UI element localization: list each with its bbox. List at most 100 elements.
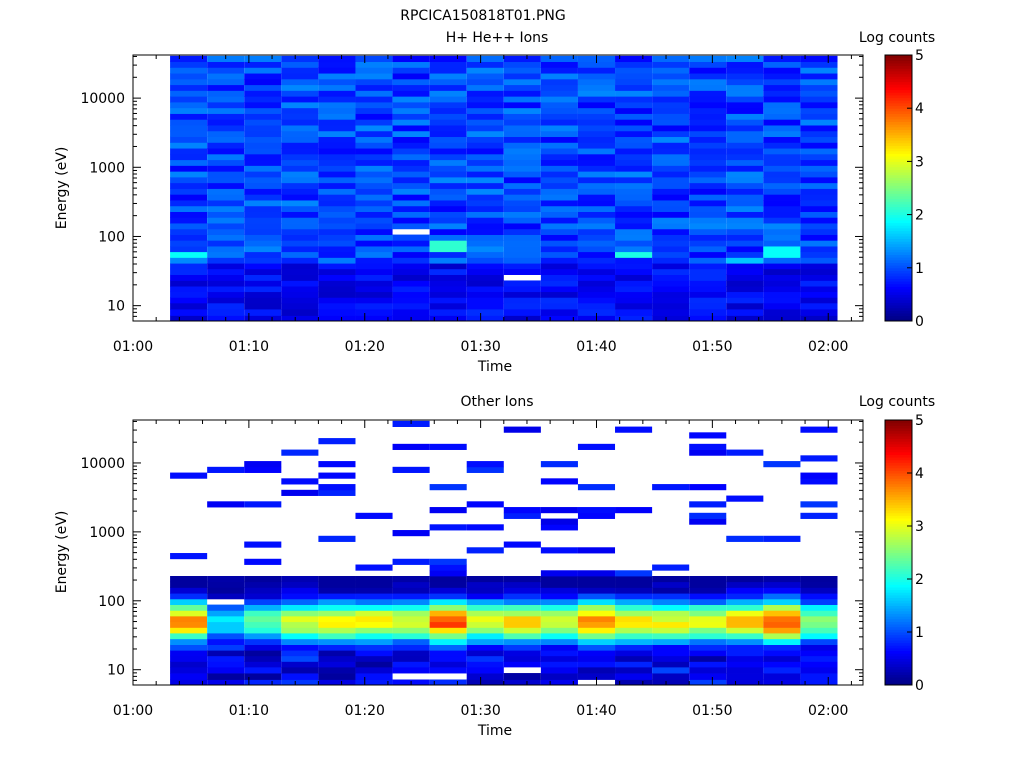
colorbar-segment [885,473,912,477]
heatmap-cell [281,96,319,103]
heatmap-cell [207,125,245,132]
heatmap-cell [652,593,690,600]
heatmap-cell [800,598,838,605]
heatmap-cell [281,621,319,628]
heatmap-cell [763,130,801,138]
colorbar-segment [885,86,912,91]
heatmap-cell [429,291,467,298]
heatmap-cell [429,246,467,253]
heatmap-cell [170,604,208,611]
heatmap-cell [429,297,467,304]
colorbar-segment [885,238,912,242]
heatmap-cell [652,598,690,605]
colorbar-segment [885,555,912,559]
heatmap-cell [281,130,319,138]
heatmap-cell [726,297,764,304]
y-tick-label: 10 [107,663,125,679]
heatmap-cell [540,661,578,668]
heatmap-cell [207,302,245,310]
heatmap-cell [726,673,764,680]
heatmap-cell [355,223,393,230]
heatmap-cell [615,90,653,97]
heatmap-cell [392,78,430,86]
heatmap-cell [392,205,430,212]
heatmap-cell [689,125,727,132]
heatmap-cell [689,638,727,645]
heatmap-cell [429,627,467,634]
heatmap-cell [281,593,319,600]
heatmap-cell [429,153,467,161]
heatmap-cell [429,217,467,224]
heatmap-cell [652,84,690,91]
heatmap-cell [763,96,801,103]
heatmap-cell [763,274,801,281]
heatmap-cell [355,165,393,172]
heatmap-cell [540,280,578,287]
heatmap-cell [281,644,319,651]
heatmap-cell [466,268,504,275]
colorbar-segment [885,427,912,432]
heatmap-cell [355,655,393,662]
heatmap-cell [540,251,578,258]
colorbar-segment [885,438,912,442]
heatmap-cell [540,587,578,594]
colorbar-segment [885,647,912,652]
heatmap-cell [281,604,319,611]
heatmap-cell [207,604,245,611]
heatmap-cell [170,130,208,138]
heatmap-cell [429,234,467,241]
colorbar-segment [885,243,912,248]
heatmap-cell [466,125,504,132]
colorbar-segment [885,89,912,93]
heatmap-cell [577,61,616,68]
heatmap-cell [540,291,578,298]
heatmap-cell [281,165,319,172]
heatmap-cell [244,633,282,640]
heatmap-cell [800,593,838,600]
heatmap-cell [540,650,578,657]
colorbar-segment [885,70,912,75]
heatmap-cell [207,176,245,184]
heatmap-cell [503,171,541,178]
heatmap-cell [318,484,356,491]
heatmap-cell [800,113,838,120]
heatmap-cell [170,268,208,275]
colorbar-segment [885,486,912,490]
heatmap-cell [800,136,838,143]
colorbar-segment [885,241,912,245]
heatmap-cell [207,615,245,623]
heatmap-cell [800,188,838,195]
heatmap-cell [726,495,764,502]
heatmap-cell [615,615,653,623]
heatmap-cell [244,541,282,548]
heatmap-cell [318,633,356,640]
heatmap-cell [577,194,616,201]
heatmap-cell [207,159,245,166]
heatmap-cell [318,234,356,241]
heatmap-cell [392,581,430,588]
heatmap-cell [689,263,727,270]
heatmap-cell [615,251,653,258]
heatmap-cell [726,251,764,258]
heatmap-cell [503,315,541,322]
heatmap-cell [281,125,319,132]
heatmap-cell [540,615,578,623]
heatmap-cell [281,478,319,485]
heatmap-cell [615,604,653,611]
colorbar-segment [885,475,912,479]
heatmap-cell [503,165,541,172]
heatmap-cell [652,211,690,218]
colorbar-tick-label: 3 [915,519,924,535]
heatmap-cell [800,621,838,628]
heatmap-cell [503,633,541,640]
heatmap-cell [318,136,356,143]
heatmap-cell [726,159,764,166]
heatmap-cell [540,73,578,80]
heatmap-cell [800,661,838,668]
heatmap-cell [281,615,319,623]
heatmap-cell [429,200,467,207]
heatmap-cell [689,130,727,138]
heatmap-cell [244,263,282,270]
colorbar-segment [885,100,912,104]
heatmap-cell [726,107,764,114]
